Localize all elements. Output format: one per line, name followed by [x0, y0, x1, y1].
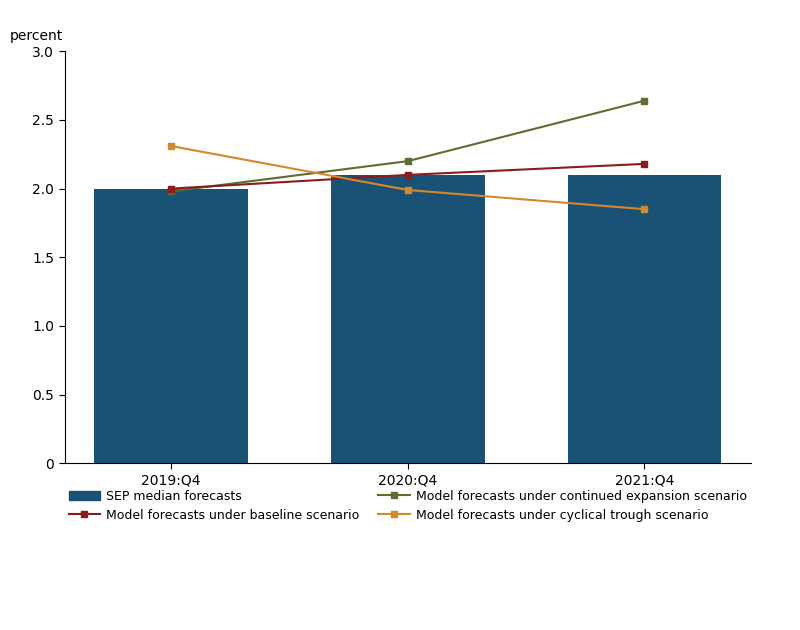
- Legend: SEP median forecasts, Model forecasts under baseline scenario, Model forecasts u: SEP median forecasts, Model forecasts un…: [64, 484, 752, 527]
- Bar: [331, 175, 485, 463]
- Bar: [567, 175, 722, 463]
- Bar: [94, 188, 248, 463]
- Text: percent: percent: [10, 29, 63, 43]
